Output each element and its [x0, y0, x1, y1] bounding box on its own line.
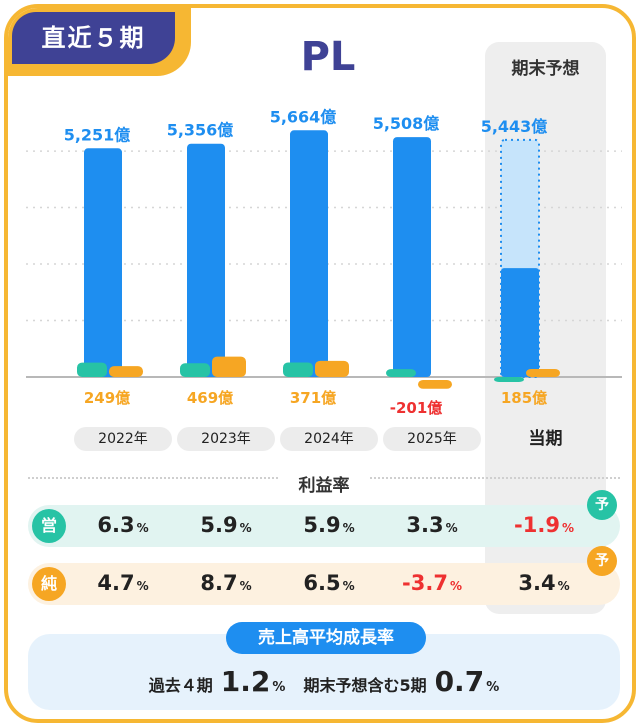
net-bar-3	[418, 380, 452, 389]
year-label-2: 2024年	[280, 427, 378, 451]
net-margin-row	[28, 563, 620, 605]
revenue-value-label-2: 5,664億	[270, 107, 337, 126]
operating-icon: 営	[32, 509, 66, 543]
operating-margin-0: 6.3%	[97, 513, 149, 537]
ratio-title: 利益率	[298, 476, 350, 496]
period-badge: 直近５期	[8, 8, 191, 76]
cagr-values: 過去４期 1.2% 期末予想含む5期 0.7%	[148, 665, 500, 698]
net-bar-0	[109, 366, 143, 377]
revenue-value-label-1: 5,356億	[167, 121, 234, 140]
ratio-divider-right	[370, 477, 620, 479]
operating-margin-2: 5.9%	[303, 513, 355, 537]
forecast-mark-operating: 予	[587, 490, 617, 520]
net-value-label-3: -201億	[390, 399, 443, 417]
net-bar-2	[315, 360, 349, 377]
year-label-1: 2023年	[177, 427, 275, 451]
ratio-divider-left	[28, 477, 278, 479]
operating-bar-1	[180, 363, 210, 377]
net-value-label-1: 469億	[187, 389, 233, 407]
pl-card: 直近５期 PL 期末予想 5,251億 249億 5,356億 469億 5,664億 3…	[4, 4, 636, 723]
operating-bar-0	[77, 362, 107, 377]
net-bar-1	[212, 356, 246, 377]
operating-bar-2	[283, 362, 313, 377]
year-label-3: 2025年	[383, 427, 481, 451]
net-value-label-2: 371億	[290, 389, 336, 407]
cagr-incl-value: 0.7	[434, 665, 485, 698]
revenue-bar-current-actual	[501, 268, 539, 377]
operating-bar-3	[386, 369, 416, 377]
operating-margin-1: 5.9%	[200, 513, 252, 537]
revenue-bar-0	[84, 148, 122, 377]
operating-bar-4	[494, 377, 524, 382]
pl-chart: 5,251億 249億 5,356億 469億 5,664億 371億 5,508億 -201…	[26, 107, 622, 417]
forecast-mark-net: 予	[587, 546, 617, 576]
operating-margin-4: -1.9%	[514, 513, 574, 537]
revenue-value-label-3: 5,508億	[373, 114, 440, 133]
page-title: PL	[300, 34, 356, 80]
forecast-column-label: 期末予想	[511, 59, 580, 79]
revenue-bar-1	[187, 143, 225, 377]
cagr-title: 売上高平均成長率	[226, 622, 426, 654]
revenue-value-label-0: 5,251億	[64, 125, 131, 144]
operating-margin-row	[28, 505, 620, 547]
net-margin-2: 6.5%	[303, 571, 355, 595]
net-margin-3: -3.7%	[402, 571, 462, 595]
net-margin-1: 8.7%	[200, 571, 252, 595]
year-label-current: 当期	[528, 429, 563, 449]
net-bar-4	[526, 368, 560, 377]
net-icon: 純	[32, 567, 66, 601]
revenue-bar-2	[290, 130, 328, 377]
operating-margin-3: 3.3%	[406, 513, 458, 537]
net-value-label-0: 249億	[84, 389, 130, 407]
net-value-label-4: 185億	[501, 389, 547, 407]
revenue-bar-3	[393, 137, 431, 377]
year-label-0: 2022年	[74, 427, 172, 451]
cagr-past-value: 1.2	[220, 665, 271, 698]
cagr-past-label: 過去４期	[148, 676, 213, 695]
net-margin-4: 3.4%	[518, 571, 570, 595]
revenue-value-label-4: 5,443億	[481, 117, 548, 136]
net-margin-0: 4.7%	[97, 571, 149, 595]
cagr-incl-label: 期末予想含む5期	[303, 676, 427, 695]
period-badge-label: 直近５期	[12, 12, 175, 64]
